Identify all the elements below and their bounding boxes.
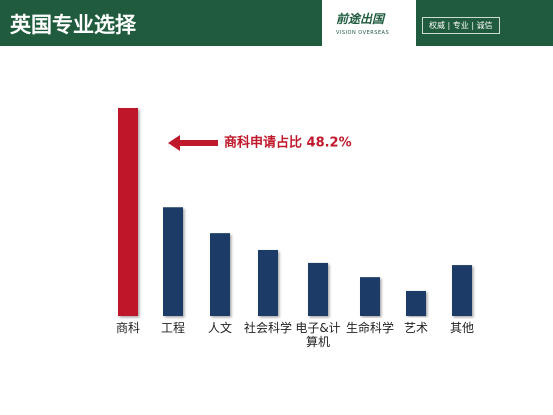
category-label: 工程 (160, 321, 185, 335)
brand-en: VISION OVERSEAS (336, 30, 390, 36)
category-label: 商科 (115, 321, 140, 335)
bar (258, 249, 278, 316)
annotation-arrow (168, 135, 218, 151)
category-label: 艺术 (403, 321, 428, 335)
header: 英国专业选择 前途出国 VISION OVERSEAS 权威 | 专业 | 诚信 (0, 0, 553, 46)
category-label: 其他 (449, 321, 474, 335)
category-label: 电子&计算机 (295, 321, 341, 349)
bar (118, 108, 138, 316)
bar (308, 262, 328, 316)
bar (210, 233, 230, 316)
bar (360, 277, 380, 316)
slide-title: 英国专业选择 (10, 13, 136, 37)
bar (452, 265, 472, 316)
category-label: 生命科学 (345, 321, 394, 335)
logo: 前途出国 VISION OVERSEAS (322, 0, 416, 46)
tagline: 权威 | 专业 | 诚信 (422, 17, 500, 34)
bar (163, 207, 183, 316)
category-label: 人文 (207, 321, 232, 335)
brand: 前途出国 (336, 12, 385, 26)
category-label: 社会科学 (243, 321, 292, 335)
bar (406, 290, 426, 316)
annotation: 商科申请占比 48.2% (224, 135, 352, 151)
